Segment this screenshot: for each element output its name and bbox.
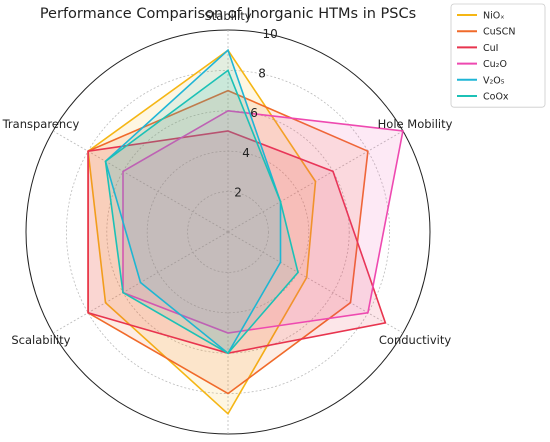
tick-label: 10: [262, 27, 277, 41]
axis-label: Scalability: [11, 333, 70, 347]
grid-circle: [187, 191, 269, 273]
legend-entry[interactable]: Cu₂O: [483, 59, 507, 70]
tick-labels: 2 4 6 8 10: [234, 27, 278, 199]
legend-entry[interactable]: CuSCN: [483, 27, 515, 38]
axis-spoke: [52, 130, 229, 233]
legend[interactable]: NiOₓ CuSCN CuI Cu₂O V₂O₅ CoOx: [450, 3, 546, 108]
axis-label: Conductivity: [379, 333, 451, 347]
tick-label: 2: [234, 185, 242, 199]
grid-circle: [106, 110, 350, 354]
legend-entry[interactable]: NiOₓ: [483, 11, 504, 22]
legend-entry[interactable]: V₂O₅: [483, 75, 505, 86]
legend-box: [450, 3, 546, 108]
tick-label: 6: [250, 106, 258, 120]
series-layer: [87, 48, 404, 416]
chart-title: Performance Comparison of Inorganic HTMs…: [40, 6, 416, 22]
legend-entry[interactable]: CoOx: [483, 92, 509, 103]
tick-label: 8: [258, 67, 266, 81]
axis-label: Transparency: [2, 117, 80, 131]
legend-entry[interactable]: CuI: [483, 43, 498, 54]
axis-label: Stability: [204, 9, 251, 23]
axis-label: Hole Mobility: [378, 117, 453, 131]
axis-spoke: [227, 231, 404, 334]
tick-label: 4: [242, 146, 250, 160]
